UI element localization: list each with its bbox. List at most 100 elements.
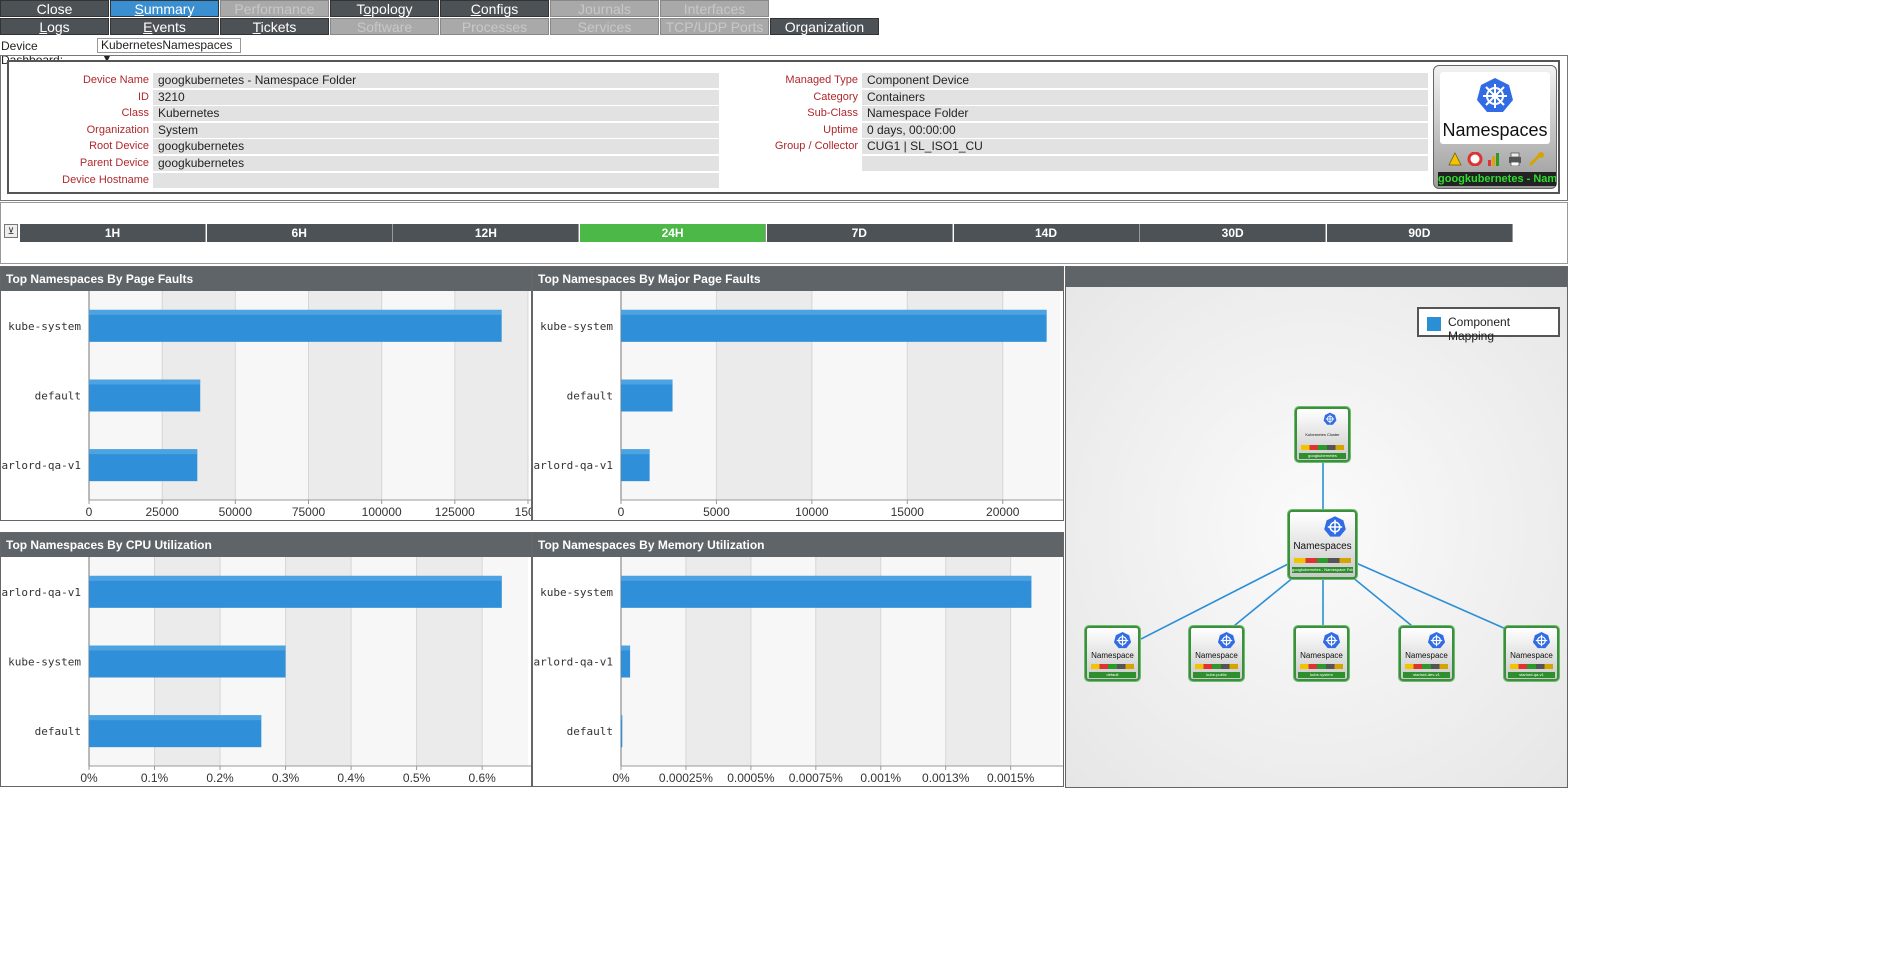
tab-tickets[interactable]: Tickets xyxy=(220,18,329,35)
tick-label: 0.001% xyxy=(860,771,901,785)
node-label: Namespace xyxy=(1510,651,1553,660)
field-label: Device Hostname xyxy=(62,173,149,186)
bar-highlight xyxy=(89,715,262,721)
time-button-7d[interactable]: 7D xyxy=(766,224,953,242)
category-label: kube-system xyxy=(540,586,613,599)
node-name: kube-system xyxy=(1298,672,1345,678)
bar xyxy=(621,449,650,482)
node-tool-icons xyxy=(1294,558,1351,563)
tick-label: 0.4% xyxy=(337,771,365,785)
lifebuoy-icon[interactable] xyxy=(1467,152,1483,166)
field-label: Device Name xyxy=(82,74,149,86)
topology-node-namespace[interactable]: Namespace default xyxy=(1085,626,1140,681)
topology-node-namespace[interactable]: Namespace kube-system xyxy=(1294,626,1349,681)
info-right-key-wrap xyxy=(9,156,858,171)
chart-svg: kube-system starlord-qa-v1 default 0% 0.0002… xyxy=(533,557,1063,785)
bar-highlight xyxy=(621,715,623,721)
bar xyxy=(89,379,201,412)
bar-highlight xyxy=(89,309,502,315)
tick-label: 0.00075% xyxy=(789,771,843,785)
topology-node-namespace[interactable]: Namespace starlord-dev-v1 xyxy=(1399,626,1454,681)
dashboard-select[interactable]: KubernetesNamespaces ▼ xyxy=(97,38,241,65)
bar-highlight xyxy=(621,575,1032,581)
field-value: googkubernetes xyxy=(153,139,719,155)
field-value: Containers xyxy=(862,89,1428,105)
printer-icon[interactable] xyxy=(1509,152,1521,166)
tab-logs[interactable]: Logs xyxy=(0,18,109,35)
node-tool-icons xyxy=(1510,664,1553,669)
time-button-24h[interactable]: 24H xyxy=(580,224,767,242)
topology-node-namespace-folder[interactable]: Namespaces googkubernetes - Namespace Fol… xyxy=(1288,510,1357,579)
info-right-key-wrap: Sub-Class xyxy=(9,106,858,121)
kubernetes-icon xyxy=(1217,631,1235,649)
field-label: Sub-Class xyxy=(807,107,858,120)
legend-swatch xyxy=(1427,317,1441,331)
bar-highlight xyxy=(621,449,650,455)
time-button-12h[interactable]: 12H xyxy=(393,224,580,242)
bar-chart-icon[interactable] xyxy=(1488,153,1499,166)
field-value: googkubernetes xyxy=(153,156,719,171)
info-left-key-wrap: Device Name xyxy=(9,73,149,88)
bar xyxy=(621,645,631,678)
bar xyxy=(89,309,502,342)
tab-configs[interactable]: Configs xyxy=(440,0,549,17)
category-label: kube-system xyxy=(8,320,81,333)
tick-label: 0.3% xyxy=(272,771,300,785)
time-button-90d[interactable]: 90D xyxy=(1326,224,1513,242)
category-label: default xyxy=(567,725,613,738)
info-left-key-wrap: Class xyxy=(9,106,149,121)
time-button-6h[interactable]: 6H xyxy=(206,224,393,242)
topology-legend: Component Mapping xyxy=(1417,307,1560,343)
field-label: Class xyxy=(121,107,149,120)
wrench-icon[interactable] xyxy=(1528,152,1544,166)
tab-summary[interactable]: Summary xyxy=(110,0,219,17)
node-name: googkubernetes xyxy=(1299,453,1346,459)
device-icon-face: Namespaces xyxy=(1440,72,1550,144)
collapse-icon[interactable]: ⊻ xyxy=(4,224,18,238)
tab-organization[interactable]: Organization xyxy=(770,18,879,35)
tick-label: 10000 xyxy=(795,505,829,519)
bar-highlight xyxy=(89,379,201,385)
bar-highlight xyxy=(89,449,198,455)
chart-svg: kube-system default starlord-qa-v1 0 5000 100… xyxy=(533,291,1063,519)
chart-svg: kube-system default starlord-qa-v1 0 25000 50… xyxy=(1,291,531,519)
chart-title: Top Namespaces By Major Page Faults xyxy=(533,267,1063,291)
tick-label: 20000 xyxy=(986,505,1020,519)
device-icon-card[interactable]: Namespaces googkubernetes - Name xyxy=(1433,65,1557,189)
tab-topology[interactable]: Topology xyxy=(330,0,439,17)
time-button-14d[interactable]: 14D xyxy=(953,224,1140,242)
tab-software: Software xyxy=(330,18,439,35)
warning-icon[interactable] xyxy=(1448,152,1462,166)
topology-node-cluster[interactable]: Kubernetes Cluster googkubernetes xyxy=(1295,407,1350,462)
chart-page-faults: Top Namespaces By Page Faults kube-syste… xyxy=(0,266,532,521)
topology-map[interactable]: Component Mapping Kubernetes Cluster goog… xyxy=(1065,266,1568,788)
topology-node-namespace[interactable]: Namespace kube-public xyxy=(1189,626,1244,681)
tick-label: 125000 xyxy=(435,505,475,519)
bar xyxy=(621,309,1047,342)
tab-events[interactable]: Events xyxy=(110,18,219,35)
bar xyxy=(621,575,1032,608)
tab-processes: Processes xyxy=(440,18,549,35)
field-value: Kubernetes xyxy=(153,106,719,122)
tick-label: 0 xyxy=(618,505,625,519)
chart-title: Top Namespaces By CPU Utilization xyxy=(1,533,531,557)
node-name: googkubernetes - Namespace Folder xyxy=(1292,567,1353,573)
field-label: Group / Collector xyxy=(774,140,858,153)
node-tool-icons xyxy=(1195,664,1238,669)
tab-close[interactable]: Close xyxy=(0,0,109,17)
info-right-key-wrap: Managed Type xyxy=(9,73,858,88)
category-label: kube-system xyxy=(540,320,613,333)
chart-title: Top Namespaces By Page Faults xyxy=(1,267,531,291)
time-button-1h[interactable]: 1H xyxy=(20,224,206,242)
tick-label: 0.0015% xyxy=(987,771,1035,785)
info-left-key-wrap: Parent Device xyxy=(9,156,149,171)
device-info-panel: Device Name googkubernetes - Namespace Fo… xyxy=(7,60,1560,194)
time-button-30d[interactable]: 30D xyxy=(1140,224,1327,242)
topology-node-namespace[interactable]: Namespace starlord-qa-v1 xyxy=(1504,626,1559,681)
device-info-section: Device Name googkubernetes - Namespace Fo… xyxy=(0,55,1568,201)
tab-performance: Performance xyxy=(220,0,329,17)
bar xyxy=(89,575,502,608)
field-value: Component Device xyxy=(862,73,1428,88)
bar xyxy=(89,715,262,748)
node-name: default xyxy=(1089,672,1136,678)
